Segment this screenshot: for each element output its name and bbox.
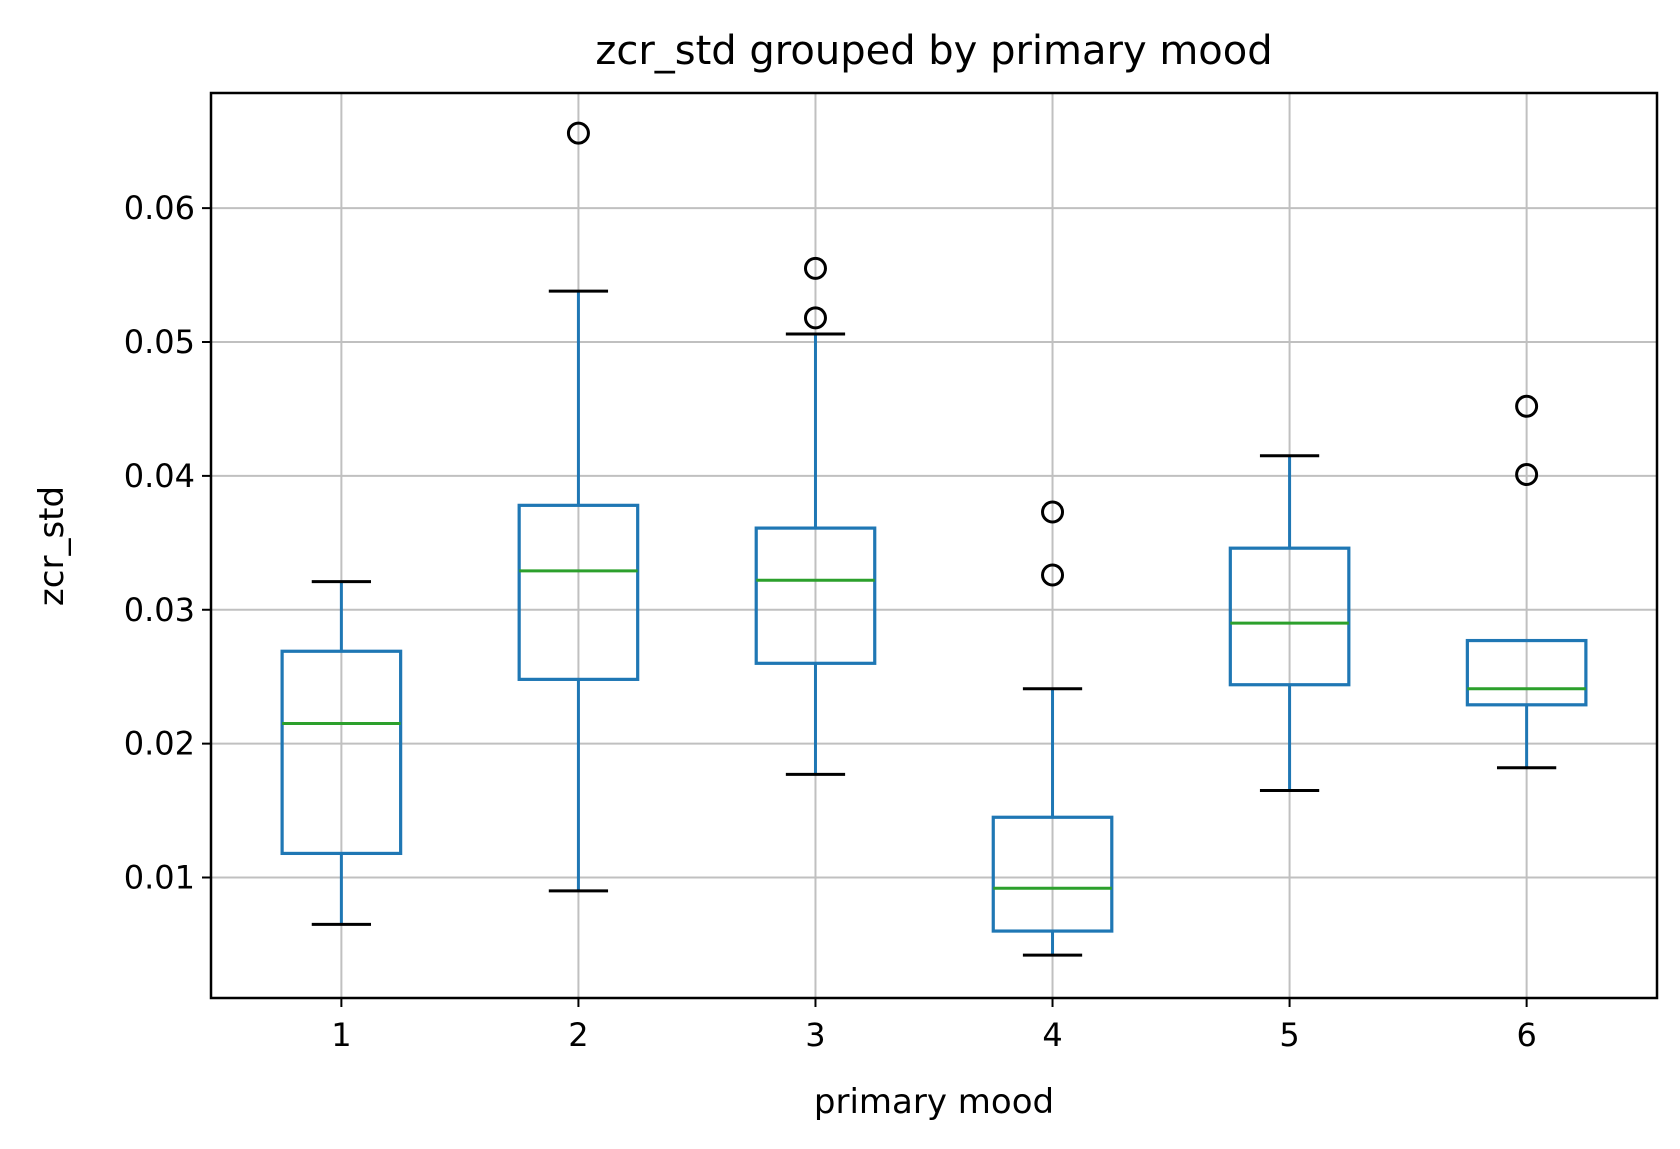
outlier-point — [566, 121, 590, 145]
outlier-point — [1515, 394, 1539, 418]
y-tick-label: 0.01 — [124, 859, 195, 897]
y-axis-label: zcr_std — [32, 486, 72, 606]
outlier-point — [803, 306, 827, 330]
outlier-point — [803, 256, 827, 280]
box-group-5 — [1228, 454, 1351, 792]
iqr-box — [280, 649, 403, 856]
box-group-4 — [991, 500, 1114, 957]
x-tick-label: 2 — [568, 1016, 588, 1054]
box-group-6 — [1465, 394, 1588, 770]
iqr-box — [754, 526, 877, 665]
x-tick-label: 1 — [331, 1016, 351, 1054]
box-group-1 — [280, 580, 403, 926]
x-axis-label: primary mood — [814, 1082, 1054, 1122]
iqr-box — [1465, 638, 1588, 707]
y-tick-label: 0.04 — [124, 457, 195, 495]
x-tick-label: 6 — [1516, 1016, 1536, 1054]
y-tick-label: 0.05 — [124, 323, 195, 361]
y-tick-label: 0.03 — [124, 591, 195, 629]
box-group-2 — [517, 121, 640, 893]
box-layer — [280, 121, 1588, 957]
x-tick-label: 4 — [1042, 1016, 1062, 1054]
outlier-point — [1041, 563, 1065, 587]
outlier-point — [1041, 500, 1065, 524]
iqr-box — [1228, 546, 1351, 687]
outlier-point — [1515, 463, 1539, 487]
y-tick-label: 0.02 — [124, 725, 195, 763]
chart-title: zcr_std grouped by primary mood — [595, 28, 1272, 74]
x-tick-label: 3 — [805, 1016, 825, 1054]
tick-layer: 0.01 0.02 0.03 0.04 0.05 0.06 1 2 3 4 5 6 — [124, 189, 1537, 1054]
y-tick-label: 0.06 — [124, 189, 195, 227]
plot-frame — [209, 91, 1659, 1000]
box-group-3 — [754, 256, 877, 776]
x-tick-label: 5 — [1279, 1016, 1299, 1054]
iqr-box — [517, 503, 640, 681]
iqr-box — [991, 815, 1114, 933]
